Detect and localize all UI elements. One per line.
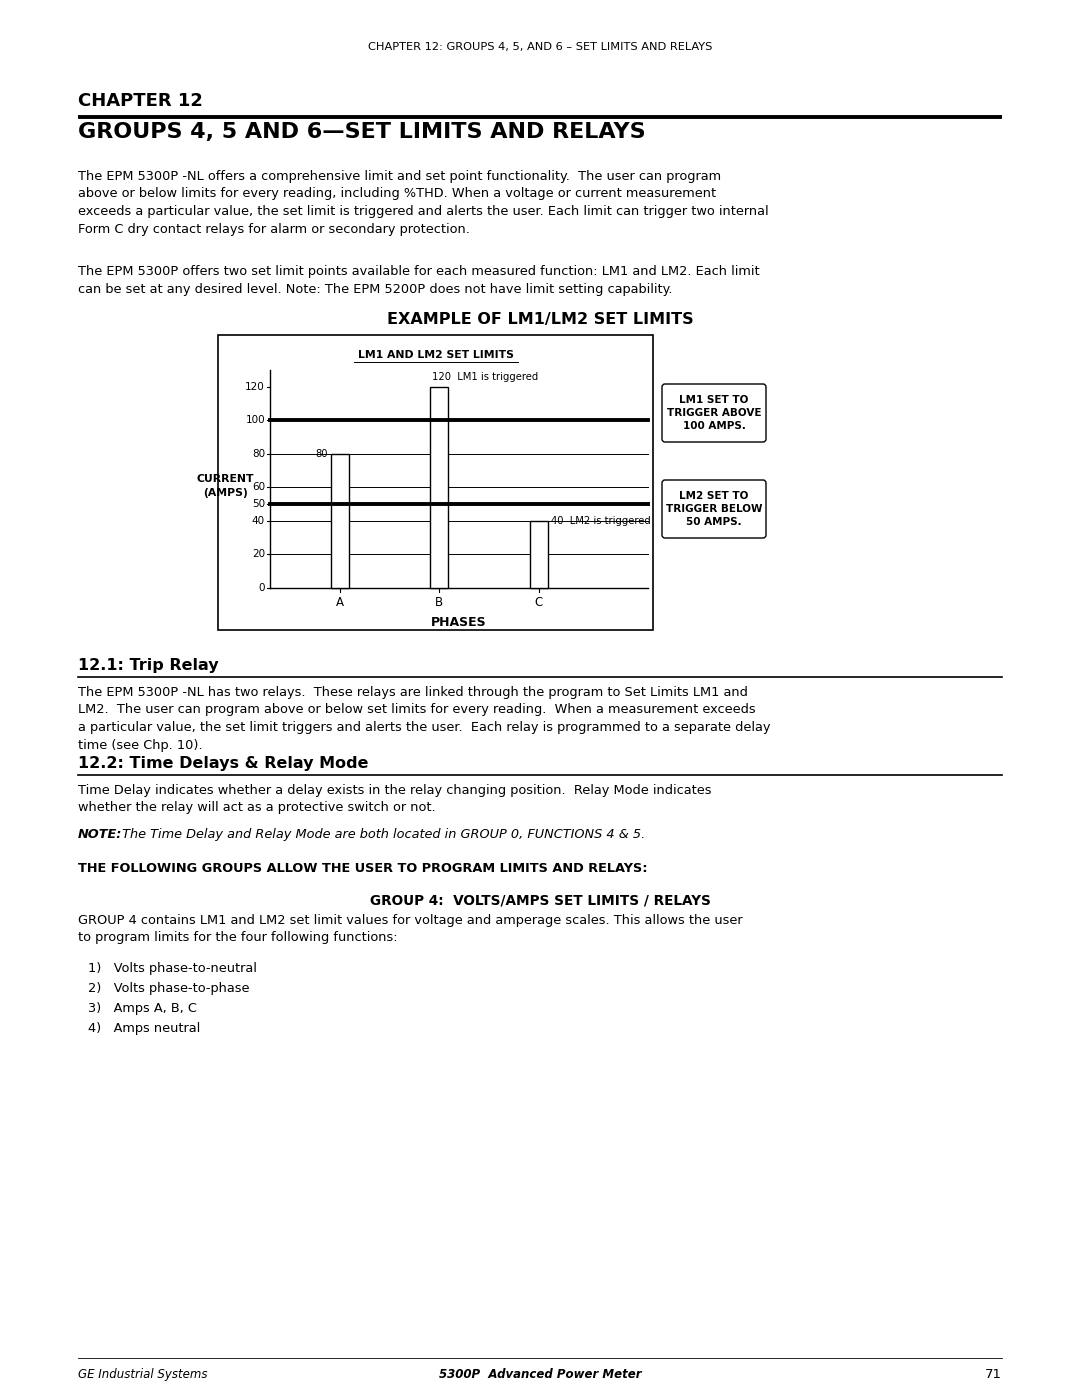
Bar <box>430 387 448 588</box>
Text: 40  LM2 is triggered: 40 LM2 is triggered <box>551 515 650 525</box>
Text: THE FOLLOWING GROUPS ALLOW THE USER TO PROGRAM LIMITS AND RELAYS:: THE FOLLOWING GROUPS ALLOW THE USER TO P… <box>78 862 648 875</box>
Text: LM1 SET TO
TRIGGER ABOVE
100 AMPS.: LM1 SET TO TRIGGER ABOVE 100 AMPS. <box>666 395 761 432</box>
Text: 20: 20 <box>252 549 265 559</box>
Text: 2)   Volts phase-to-phase: 2) Volts phase-to-phase <box>87 982 249 995</box>
Text: GROUP 4 contains LM1 and LM2 set limit values for voltage and amperage scales. T: GROUP 4 contains LM1 and LM2 set limit v… <box>78 914 743 944</box>
Text: 60: 60 <box>252 482 265 492</box>
Text: 40: 40 <box>252 515 265 525</box>
Text: 120: 120 <box>245 381 265 391</box>
FancyBboxPatch shape <box>662 481 766 538</box>
Text: NOTE:: NOTE: <box>78 828 122 841</box>
Bar <box>529 521 548 588</box>
Text: 3)   Amps A, B, C: 3) Amps A, B, C <box>87 1002 197 1016</box>
Text: 80: 80 <box>252 448 265 458</box>
Text: 4)   Amps neutral: 4) Amps neutral <box>87 1023 200 1035</box>
Text: EXAMPLE OF LM1/LM2 SET LIMITS: EXAMPLE OF LM1/LM2 SET LIMITS <box>387 312 693 327</box>
Text: CHAPTER 12: GROUPS 4, 5, AND 6 – SET LIMITS AND RELAYS: CHAPTER 12: GROUPS 4, 5, AND 6 – SET LIM… <box>368 42 712 52</box>
Text: CURRENT: CURRENT <box>197 474 254 483</box>
Text: PHASES: PHASES <box>431 616 487 629</box>
Text: Time Delay indicates whether a delay exists in the relay changing position.  Rel: Time Delay indicates whether a delay exi… <box>78 784 712 814</box>
Text: 1)   Volts phase-to-neutral: 1) Volts phase-to-neutral <box>87 963 257 975</box>
Text: 50: 50 <box>252 499 265 509</box>
Text: 100: 100 <box>245 415 265 425</box>
Bar <box>330 454 349 588</box>
Text: C: C <box>535 597 543 609</box>
Text: The EPM 5300P -NL has two relays.  These relays are linked through the program t: The EPM 5300P -NL has two relays. These … <box>78 686 770 752</box>
Bar <box>218 335 653 630</box>
Text: (AMPS): (AMPS) <box>203 488 247 497</box>
Text: 0: 0 <box>258 583 265 592</box>
Text: 120  LM1 is triggered: 120 LM1 is triggered <box>432 372 538 381</box>
Text: 12.2: Time Delays & Relay Mode: 12.2: Time Delays & Relay Mode <box>78 756 368 771</box>
Text: 12.1: Trip Relay: 12.1: Trip Relay <box>78 658 218 673</box>
Text: The Time Delay and Relay Mode are both located in GROUP 0, FUNCTIONS 4 & 5.: The Time Delay and Relay Mode are both l… <box>118 828 645 841</box>
Text: GE Industrial Systems: GE Industrial Systems <box>78 1368 207 1382</box>
Text: The EPM 5300P -NL offers a comprehensive limit and set point functionality.  The: The EPM 5300P -NL offers a comprehensive… <box>78 170 769 236</box>
Text: GROUP 4:  VOLTS/AMPS SET LIMITS / RELAYS: GROUP 4: VOLTS/AMPS SET LIMITS / RELAYS <box>369 894 711 908</box>
Text: B: B <box>435 597 443 609</box>
Text: CHAPTER 12: CHAPTER 12 <box>78 92 203 110</box>
Text: LM2 SET TO
TRIGGER BELOW
50 AMPS.: LM2 SET TO TRIGGER BELOW 50 AMPS. <box>665 490 762 527</box>
Text: GROUPS 4, 5 AND 6—SET LIMITS AND RELAYS: GROUPS 4, 5 AND 6—SET LIMITS AND RELAYS <box>78 122 646 142</box>
Text: 71: 71 <box>985 1368 1002 1382</box>
Text: 80: 80 <box>315 448 327 458</box>
Text: 5300P  Advanced Power Meter: 5300P Advanced Power Meter <box>438 1368 642 1382</box>
Text: LM1 AND LM2 SET LIMITS: LM1 AND LM2 SET LIMITS <box>357 351 513 360</box>
Text: The EPM 5300P offers two set limit points available for each measured function: : The EPM 5300P offers two set limit point… <box>78 265 759 296</box>
FancyBboxPatch shape <box>662 384 766 441</box>
Text: A: A <box>336 597 343 609</box>
